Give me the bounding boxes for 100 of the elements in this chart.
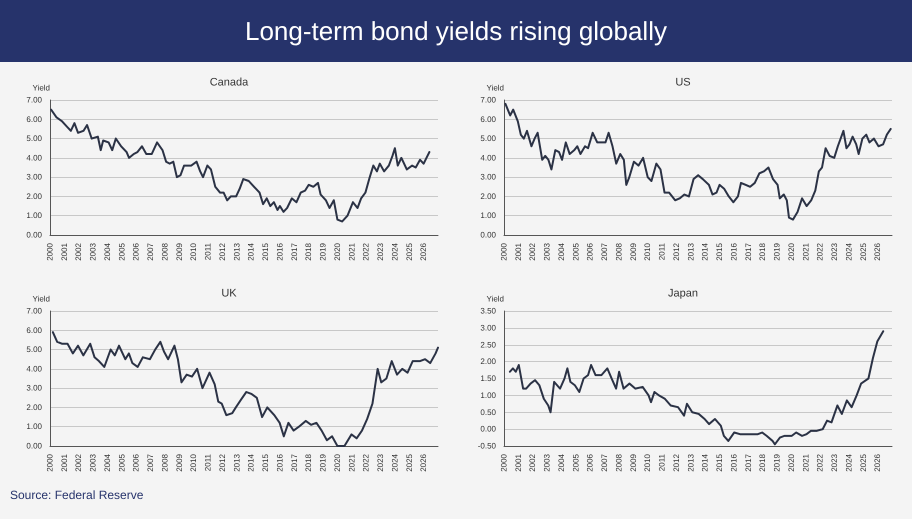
y-tick-label: 4.00 xyxy=(26,364,43,374)
y-tick-label: 3.00 xyxy=(26,384,43,393)
y-tick-label: 6.00 xyxy=(480,114,497,124)
y-tick-label: 5.00 xyxy=(26,345,43,354)
x-tick-label: 2018 xyxy=(758,242,768,261)
y-tick-label: 4.00 xyxy=(480,153,497,162)
y-tick-label: 4.00 xyxy=(26,153,43,162)
y-tick-label: 6.00 xyxy=(26,114,43,124)
x-tick-label: 2001 xyxy=(514,453,523,472)
x-tick-label: 2023 xyxy=(830,242,840,261)
x-tick-label: 2021 xyxy=(347,242,356,261)
chart-title: Canada xyxy=(210,76,250,88)
x-tick-label: 2002 xyxy=(74,242,84,261)
x-tick-label: 2015 xyxy=(261,242,270,261)
text: Long-term bond yields rising globally xyxy=(244,16,667,46)
x-tick-label: 2020 xyxy=(786,242,796,261)
y-tick-label: 3.50 xyxy=(480,306,497,316)
x-tick-label: 2009 xyxy=(628,453,638,472)
x-tick-label: 2014 xyxy=(246,453,256,472)
x-tick-label: 2010 xyxy=(643,453,652,472)
y-tick-label: 2.00 xyxy=(480,357,497,366)
y-tick-label: 1.00 xyxy=(480,211,497,220)
x-tick-label: 2007 xyxy=(600,242,610,261)
x-tick-label: 2017 xyxy=(290,242,299,261)
x-tick-label: 2016 xyxy=(729,453,738,472)
x-tick-label: 2011 xyxy=(658,242,667,260)
x-tick-label: 2007 xyxy=(146,453,156,472)
x-tick-label: 2005 xyxy=(117,242,126,261)
x-tick-label: 2004 xyxy=(102,242,112,261)
x-tick-label: 2000 xyxy=(500,242,508,261)
x-tick-label: 2000 xyxy=(46,242,54,261)
x-tick-label: 2000 xyxy=(46,453,54,472)
line-series xyxy=(504,102,892,221)
x-tick-label: 2024 xyxy=(390,453,400,472)
y-tick-label: 0.00 xyxy=(26,442,43,450)
x-tick-label: 2005 xyxy=(117,453,126,472)
x-tick-label: 2003 xyxy=(542,453,552,472)
y-axis-title: Yield xyxy=(32,84,50,92)
x-tick-label: 2001 xyxy=(60,453,69,472)
x-tick-label: 2022 xyxy=(816,242,825,261)
y-tick-label: 3.00 xyxy=(480,172,497,182)
x-tick-label: 2006 xyxy=(132,242,141,261)
x-tick-label: 2016 xyxy=(275,242,284,261)
x-tick-label: 2006 xyxy=(586,453,595,472)
y-tick-label: 1.00 xyxy=(26,211,43,220)
x-tick-label: 2013 xyxy=(686,453,696,472)
x-tick-label: 2008 xyxy=(160,453,170,472)
y-tick-label: 0.00 xyxy=(480,230,497,240)
y-tick-label: 6.00 xyxy=(26,326,43,335)
x-tick-label: 2012 xyxy=(672,242,681,261)
x-tick-label: 2006 xyxy=(132,453,141,472)
y-tick-label: 3.00 xyxy=(26,172,43,182)
x-tick-label: 2009 xyxy=(174,242,184,261)
y-tick-label: 1.00 xyxy=(480,390,497,400)
x-tick-label: 2019 xyxy=(318,453,328,472)
x-tick-label: 2024 xyxy=(390,242,400,261)
y-tick-label: 7.00 xyxy=(26,96,43,104)
x-tick-label: 2008 xyxy=(160,242,170,261)
x-tick-label: 2018 xyxy=(304,242,314,261)
x-tick-label: 2023 xyxy=(376,242,386,261)
line-series xyxy=(508,330,884,446)
x-tick-label: 2020 xyxy=(332,242,342,261)
x-tick-label: 2005 xyxy=(571,242,580,261)
x-tick-label: 2024 xyxy=(844,242,854,261)
x-tick-label: 2016 xyxy=(729,242,738,261)
x-tick-label: 2017 xyxy=(744,242,753,261)
y-tick-label: 2.00 xyxy=(26,192,43,201)
x-tick-label: 2015 xyxy=(261,453,270,472)
x-tick-label: 2014 xyxy=(700,453,710,472)
x-tick-label: 2004 xyxy=(556,453,566,472)
x-tick-label: 2008 xyxy=(614,453,624,472)
y-axis-title: Yield xyxy=(32,294,50,304)
x-tick-label: 2016 xyxy=(275,453,284,472)
source-note: Source: Federal Reserve xyxy=(10,488,144,502)
x-tick-label: 2001 xyxy=(60,242,69,261)
y-tick-label: 1.00 xyxy=(26,422,43,432)
x-tick-label: 2025 xyxy=(858,242,868,261)
x-tick-label: 2015 xyxy=(715,453,724,472)
x-tick-label: 2020 xyxy=(786,453,796,472)
x-tick-label: 2023 xyxy=(830,453,840,472)
x-tick-label: 2007 xyxy=(146,242,156,261)
x-tick-label: 2022 xyxy=(816,453,825,472)
y-tick-label: 2.50 xyxy=(480,340,497,350)
y-tick-label: 2.00 xyxy=(480,192,497,201)
y-tick-label: 5.00 xyxy=(26,134,43,144)
x-tick-label: 2011 xyxy=(658,453,667,472)
x-tick-label: 2014 xyxy=(700,242,710,261)
x-tick-label: 2020 xyxy=(332,453,342,472)
chart-title: UK xyxy=(221,288,238,300)
x-tick-label: 2013 xyxy=(232,242,242,261)
x-tick-label: 2003 xyxy=(88,453,98,472)
chart-title: US xyxy=(675,76,691,88)
x-tick-label: 2019 xyxy=(318,242,328,261)
chart-title: Japan xyxy=(668,288,698,300)
x-tick-label: 2010 xyxy=(189,242,198,261)
x-tick-label: 2018 xyxy=(758,453,768,472)
x-tick-label: 2011 xyxy=(204,242,213,260)
x-tick-label: 2010 xyxy=(643,242,652,261)
x-tick-label: 2017 xyxy=(290,453,299,472)
x-tick-label: 2003 xyxy=(88,242,98,261)
